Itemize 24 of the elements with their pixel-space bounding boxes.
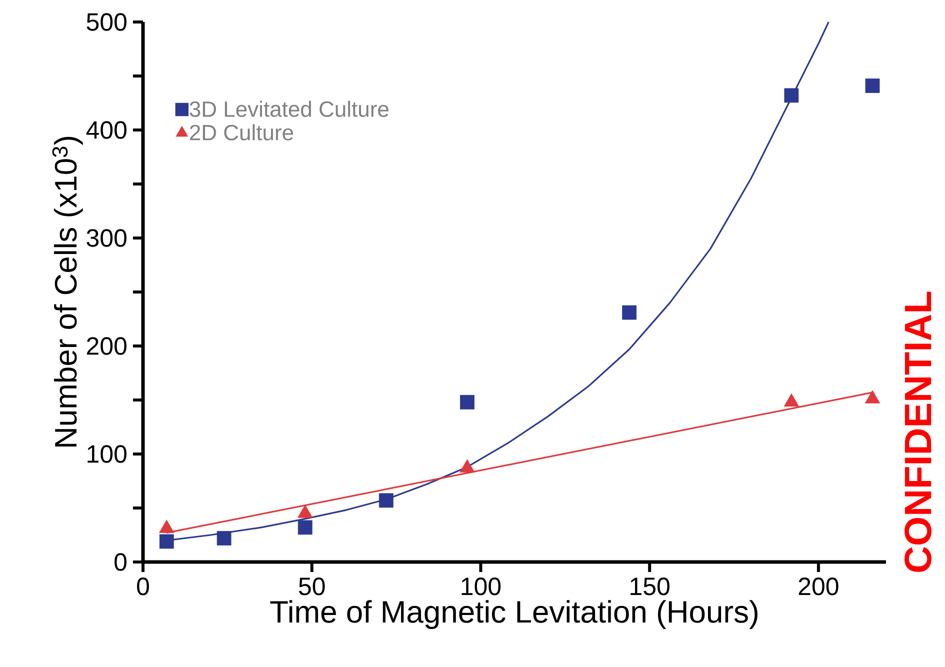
x-tick-label: 150 [630,578,670,596]
y-tick-label: 300 [86,229,126,247]
y-tick-label: 100 [88,445,126,463]
x-axis-title: Time of Magnetic Levitation (Hours) [270,600,758,629]
y-tick-label: 400 [86,121,126,139]
point [865,78,880,93]
y-tick-label: 200 [87,337,126,355]
point [298,520,312,535]
point [622,305,637,320]
point [159,534,174,549]
x-tick-label: 50 [298,578,325,596]
x-tick-label: 200 [798,578,838,596]
y-tick-label: 0 [114,553,126,571]
point [784,88,799,103]
point [378,493,394,508]
x-tick-label: 0 [137,578,149,596]
legend-label: 2D Culture [190,124,294,140]
x-tick-label: 100 [462,578,501,596]
point [216,531,232,546]
point [460,394,474,410]
text: CONFIDENTIAL [904,292,932,572]
legend-label: 3D Levitated Culture [190,100,388,117]
y-tick-label: 500 [86,13,126,31]
y-axis-title: Number of Cells (x10$^{3}$) [52,136,83,446]
